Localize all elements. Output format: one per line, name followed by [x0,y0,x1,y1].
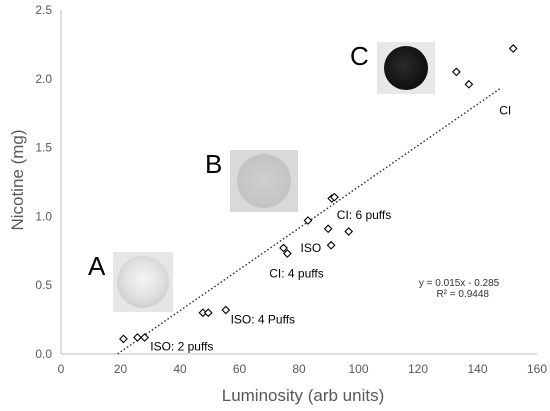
data-point [133,333,142,342]
x-tick-label: 160 [527,362,547,376]
annotation-eq2: R² = 0.9448 [436,289,489,300]
x-tick-label: 20 [114,362,128,376]
annotation-ci4: CI: 4 puffs [269,267,323,281]
annotation-eq1: y = 0.015x - 0.285 [419,278,500,289]
sample-disc-a [117,256,169,308]
y-tick-label: 0.5 [35,278,52,292]
y-axis-title: Nicotine (mg) [8,129,27,230]
data-point [464,79,474,89]
x-tick-label: 140 [467,362,487,376]
sample-disc-b [237,154,291,208]
panel-label-c: C [350,41,369,71]
data-point [119,334,128,344]
data-point [508,44,518,53]
annotations: ISO: 2 puffs ISO: 4 Puffs CI: 4 puffs ISO CI… [150,104,511,354]
data-point [330,192,339,202]
data-point [140,333,149,342]
inset-panel-a: A [88,251,173,312]
data-point [451,67,461,77]
sample-disc-c [384,46,428,90]
y-tick-label: 2.5 [35,3,52,17]
x-tick-label: 120 [408,362,428,376]
x-tick-label: 60 [233,362,247,376]
annotation-ci6: CI: 6 puffs [337,208,391,222]
x-tick-label: 0 [58,362,65,376]
annotation-ci: CI [499,104,511,118]
y-tick-labels: 0.0 0.5 1.0 1.5 2.0 2.5 [35,3,52,361]
x-tick-labels: 0 20 40 60 80 100 120 140 160 [58,362,548,376]
data-point [279,243,288,253]
panel-label-a: A [88,251,106,281]
x-tick-label: 40 [173,362,187,376]
data-point [221,305,231,315]
x-tick-label: 100 [348,362,368,376]
y-tick-label: 1.0 [35,209,52,223]
data-point [303,216,313,225]
y-tick-label: 0.0 [35,347,52,361]
data-point [323,224,333,234]
data-point [203,308,213,318]
inset-panel-b: B [205,149,298,212]
y-tick-label: 1.5 [35,141,52,155]
data-points [119,44,518,344]
data-point [326,240,336,250]
annotation-iso4: ISO: 4 Puffs [231,313,295,327]
y-tick-label: 2.0 [35,72,52,86]
inset-panel-c: C [350,41,435,94]
panel-label-b: B [205,149,222,179]
data-point [344,227,354,236]
annotation-iso: ISO [300,241,321,255]
x-tick-label: 80 [292,362,306,376]
x-axis-title: Luminosity (arb units) [222,386,385,405]
annotation-iso2: ISO: 2 puffs [150,340,213,354]
data-point [283,249,292,258]
